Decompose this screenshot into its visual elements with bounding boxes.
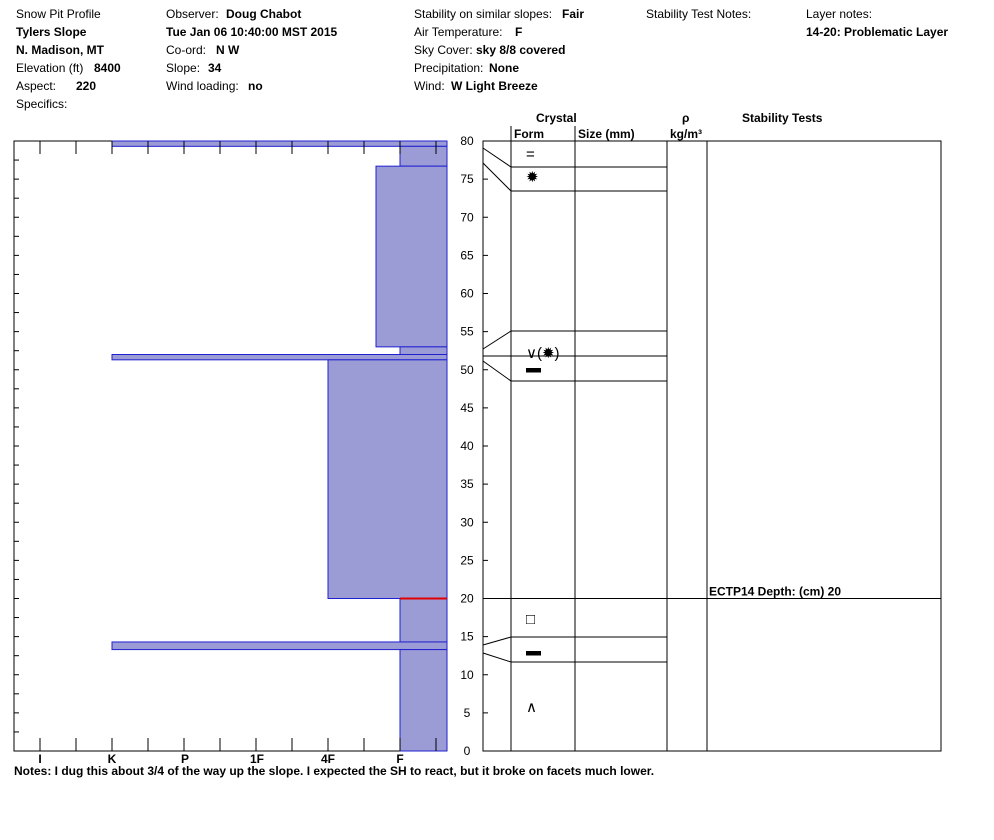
slope-label: Slope: bbox=[166, 61, 201, 75]
depth-tick-label: 45 bbox=[460, 401, 474, 415]
depth-tick-label: 25 bbox=[460, 553, 474, 567]
precipitation-value: None bbox=[489, 61, 519, 75]
crystal-form-symbol: ▬ bbox=[526, 642, 541, 659]
hardness-layer-bar bbox=[375, 165, 448, 348]
crystal-form-symbol: ▬ bbox=[526, 359, 541, 376]
form-header: Form bbox=[514, 127, 544, 141]
wind-loading-label: Wind loading: bbox=[166, 79, 239, 93]
notes: Notes: I dug this about 3/4 of the way u… bbox=[14, 764, 655, 778]
stability-value: Fair bbox=[562, 7, 585, 21]
elevation-label: Elevation (ft) bbox=[16, 61, 84, 75]
crystal-layer-boundary bbox=[482, 147, 667, 168]
crystal-layer-boundary bbox=[482, 162, 667, 192]
hardness-layer-bar bbox=[111, 354, 448, 361]
depth-tick-label: 20 bbox=[460, 592, 474, 606]
depth-tick-label: 40 bbox=[460, 439, 474, 453]
depth-tick-label: 35 bbox=[460, 477, 474, 491]
site-name: Tylers Slope bbox=[16, 25, 87, 39]
hardness-tick-label: F bbox=[396, 752, 403, 766]
air-temp-label: Air Temperature: bbox=[414, 25, 503, 39]
crystal-header: Crystal bbox=[536, 111, 577, 125]
elevation-value: 8400 bbox=[94, 61, 121, 75]
observer-label: Observer: bbox=[166, 7, 219, 21]
datetime: Tue Jan 06 10:40:00 MST 2015 bbox=[166, 25, 338, 39]
hardness-tick-label: K bbox=[108, 752, 117, 766]
size-header: Size (mm) bbox=[578, 127, 635, 141]
air-temp-value: F bbox=[515, 25, 523, 39]
sky-cover-label: Sky Cover: bbox=[414, 43, 473, 57]
stability-tests-header: Stability Tests bbox=[742, 111, 823, 125]
observer-value: Doug Chabot bbox=[226, 7, 302, 21]
layer-notes-label: Layer notes: bbox=[806, 7, 873, 21]
stability-test-notes-label: Stability Test Notes: bbox=[646, 7, 752, 21]
hardness-layer-bar bbox=[399, 598, 448, 643]
hardness-layer-bar bbox=[399, 145, 448, 167]
hardness-layer-bar bbox=[111, 140, 448, 147]
wind-label: Wind: bbox=[414, 79, 445, 93]
hardness-layer-bar bbox=[399, 346, 448, 355]
crystal-form-symbol: ∧ bbox=[526, 699, 537, 716]
stability-test-label: ECTP14 Depth: (cm) 20 bbox=[709, 585, 841, 599]
depth-tick-label: 5 bbox=[464, 706, 471, 720]
wind-loading-value: no bbox=[248, 79, 263, 93]
density-unit-header: kg/m³ bbox=[670, 127, 703, 141]
depth-tick-label: 60 bbox=[460, 287, 474, 301]
crystal-form-symbol: □ bbox=[526, 611, 535, 628]
hardness-layer-bar bbox=[327, 359, 448, 599]
depth-tick-label: 10 bbox=[460, 668, 474, 682]
sky-cover-value: sky 8/8 covered bbox=[476, 43, 566, 57]
wind-value: W Light Breeze bbox=[451, 79, 538, 93]
crystal-table-frame bbox=[482, 140, 942, 752]
depth-tick-label: 65 bbox=[460, 248, 474, 262]
hardness-tick-label: 1F bbox=[250, 752, 264, 766]
crystal-layer-boundary bbox=[482, 360, 667, 382]
crystal-layer-boundary bbox=[482, 636, 667, 646]
hardness-layer-bar bbox=[111, 641, 448, 651]
hardness-tick-label: P bbox=[181, 752, 189, 766]
crystal-form-symbol: ∨(✹) bbox=[526, 345, 560, 362]
depth-tick-label: 80 bbox=[460, 134, 474, 148]
depth-tick-label: 0 bbox=[464, 744, 471, 758]
coord-value: N W bbox=[216, 43, 240, 57]
depth-tick-label: 55 bbox=[460, 325, 474, 339]
precipitation-label: Precipitation: bbox=[414, 61, 484, 75]
depth-tick-label: 15 bbox=[460, 630, 474, 644]
depth-tick-label: 70 bbox=[460, 210, 474, 224]
rho-header: ρ bbox=[682, 111, 690, 125]
slope-value: 34 bbox=[208, 61, 222, 75]
layer-notes-value: 14-20: Problematic Layer bbox=[806, 25, 949, 39]
crystal-layer-boundary bbox=[482, 652, 667, 663]
depth-tick-label: 50 bbox=[460, 363, 474, 377]
stability-label: Stability on similar slopes: bbox=[414, 7, 553, 21]
depth-tick-label: 30 bbox=[460, 515, 474, 529]
profile-label: Snow Pit Profile bbox=[16, 7, 101, 21]
aspect-value: 220 bbox=[76, 79, 97, 93]
coord-label: Co-ord: bbox=[166, 43, 207, 57]
hardness-tick-label: 4F bbox=[321, 752, 335, 766]
crystal-form-symbol: = bbox=[526, 146, 535, 163]
aspect-label: Aspect: bbox=[16, 79, 57, 93]
depth-tick-label: 75 bbox=[460, 172, 474, 186]
hardness-layer-bar bbox=[399, 649, 448, 752]
location: N. Madison, MT bbox=[16, 43, 104, 57]
crystal-form-symbol: ✹ bbox=[526, 169, 539, 186]
hardness-tick-label: I bbox=[38, 752, 41, 766]
crystal-layer-boundary bbox=[482, 330, 667, 350]
specifics-label: Specifics: bbox=[16, 97, 68, 111]
